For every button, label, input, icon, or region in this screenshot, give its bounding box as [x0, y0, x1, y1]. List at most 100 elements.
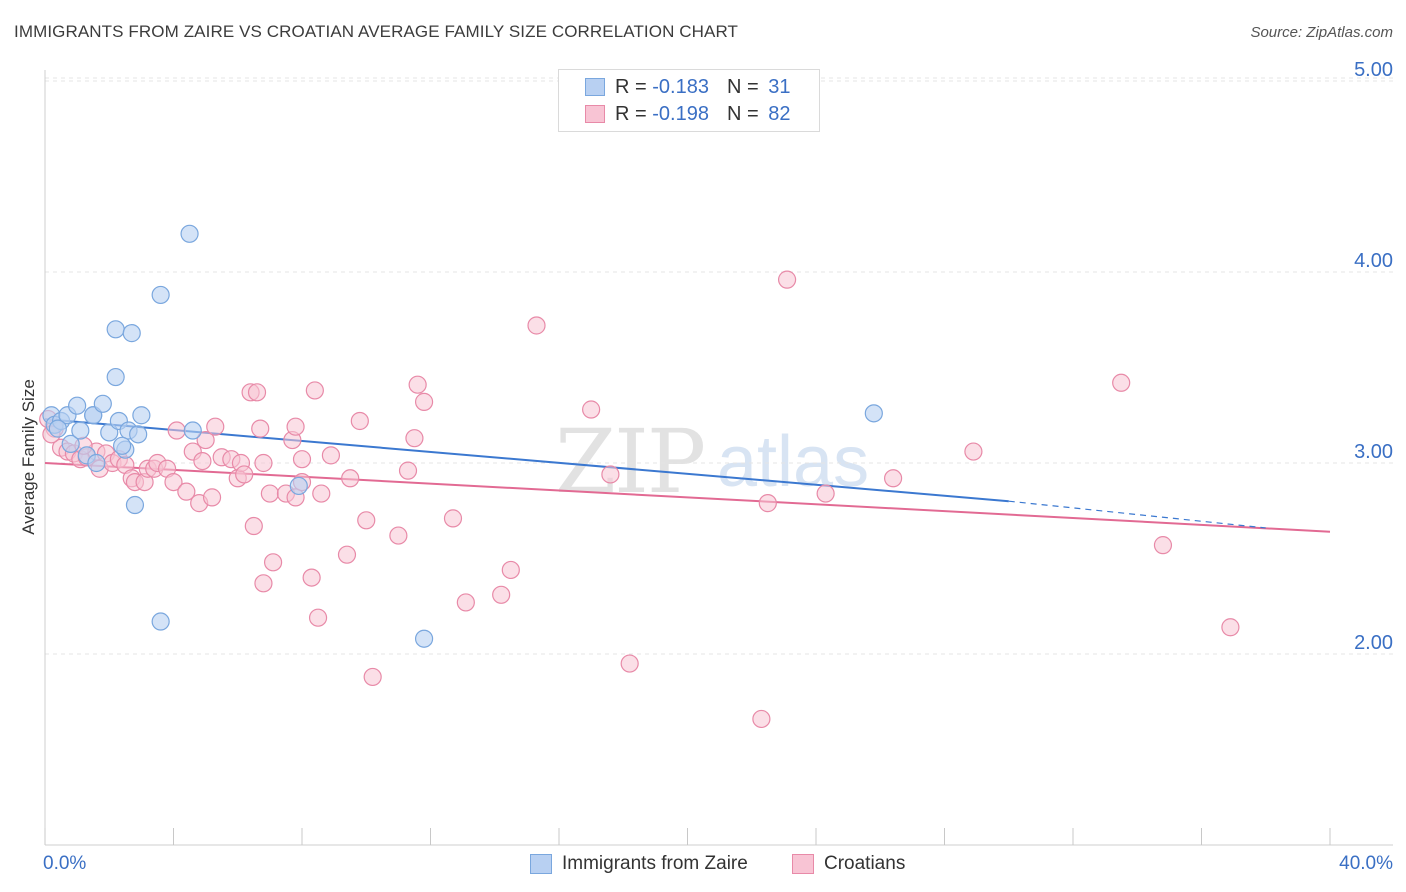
point-croatians: [286, 417, 305, 436]
point-zaire: [151, 285, 170, 305]
point-croatians: [337, 545, 357, 564]
series-legend-croatians: Croatians: [792, 850, 905, 878]
point-croatians: [206, 417, 225, 436]
point-zaire: [112, 436, 132, 455]
trend-line-croatians: [44, 462, 1331, 533]
point-zaire: [71, 421, 90, 440]
series-legend-zaire: Immigrants from Zaire: [530, 850, 748, 878]
point-croatians: [193, 451, 212, 471]
axes: [44, 70, 1393, 846]
point-croatians: [357, 511, 376, 530]
point-croatians: [601, 465, 620, 484]
point-croatians: [244, 516, 263, 536]
point-zaire: [122, 324, 141, 343]
legend-swatch-blue: [585, 78, 605, 96]
point-croatians: [414, 392, 434, 411]
point-croatians: [167, 421, 186, 440]
point-croatians: [308, 608, 328, 627]
legend-n-label: N =: [726, 102, 765, 125]
point-croatians: [964, 442, 983, 461]
point-croatians: [620, 654, 639, 673]
point-zaire: [68, 396, 87, 415]
point-zaire: [132, 406, 151, 425]
point-croatians: [1112, 373, 1131, 392]
point-croatians: [582, 400, 601, 419]
series-swatch-blue: [530, 854, 552, 874]
x-tick-label-end: 40.0%: [1339, 853, 1393, 874]
point-croatians: [260, 484, 279, 503]
point-croatians: [363, 667, 382, 687]
point-croatians: [321, 446, 341, 465]
legend-swatch-pink: [585, 105, 605, 123]
x-tick-label-start: 0.0%: [43, 853, 86, 874]
legend-row-croatians: R = -0.198 N = 82: [585, 102, 790, 126]
source-label: Source: ZipAtlas.com: [1250, 24, 1393, 41]
point-croatians: [302, 568, 321, 587]
chart-title: IMMIGRANTS FROM ZAIRE VS CROATIAN AVERAG…: [14, 22, 739, 41]
point-zaire: [106, 320, 125, 339]
point-zaire: [129, 425, 148, 444]
point-croatians: [883, 469, 903, 488]
point-zaire: [151, 612, 170, 631]
point-croatians: [408, 375, 427, 394]
series-name-zaire: Immigrants from Zaire: [562, 853, 748, 874]
point-zaire: [106, 367, 125, 387]
point-croatians: [405, 429, 424, 448]
legend-r-label: R =: [615, 102, 653, 125]
legend-n-value: 82: [768, 102, 791, 125]
point-croatians: [350, 411, 369, 431]
y-tick-label: 2.00: [1354, 632, 1393, 654]
point-zaire: [125, 495, 145, 515]
point-zaire: [87, 453, 106, 473]
point-croatians: [254, 574, 273, 593]
tick-labels: 2.00 3.00 4.00 5.00 0.0% 40.0%: [43, 59, 1393, 874]
point-zaire: [48, 419, 67, 438]
point-croatians: [235, 465, 254, 484]
point-zaire: [61, 434, 80, 453]
data-points: [39, 224, 1240, 729]
series-name-croatians: Croatians: [824, 853, 906, 874]
grid-lines: [45, 77, 1393, 655]
point-croatians: [752, 709, 771, 729]
point-croatians: [527, 316, 546, 335]
point-croatians: [251, 419, 270, 438]
point-croatians: [305, 381, 324, 400]
point-croatians: [501, 560, 520, 580]
point-croatians: [758, 494, 777, 513]
point-croatians: [341, 469, 360, 488]
point-croatians: [263, 553, 283, 572]
point-croatians: [398, 461, 418, 480]
trend-line-zaire-extension: [1008, 500, 1266, 529]
point-zaire: [180, 224, 199, 243]
y-tick-label: 3.00: [1354, 441, 1393, 463]
watermark-zip: ZIP: [555, 410, 704, 513]
point-croatians: [247, 383, 267, 402]
point-croatians: [777, 270, 797, 289]
point-croatians: [456, 593, 475, 612]
point-croatians: [816, 484, 835, 503]
legend-r-value: -0.183: [652, 75, 709, 98]
y-tick-label: 4.00: [1354, 250, 1393, 272]
legend-n-value: 31: [768, 75, 791, 98]
legend-n-label: N =: [726, 75, 765, 98]
point-croatians: [389, 526, 408, 545]
point-croatians: [164, 473, 183, 492]
point-croatians: [202, 488, 222, 507]
point-croatians: [177, 482, 196, 501]
y-axis-label: Average Family Size: [19, 379, 38, 535]
stats-legend: R = -0.183 N = 31 R = -0.198 N = 82: [558, 69, 820, 132]
point-croatians: [443, 509, 463, 528]
point-zaire: [864, 404, 883, 423]
legend-r-label: R =: [615, 75, 653, 98]
legend-row-zaire: R = -0.183 N = 31: [585, 75, 790, 99]
point-zaire: [93, 394, 112, 413]
point-zaire: [414, 629, 434, 648]
point-zaire: [289, 476, 308, 496]
point-croatians: [292, 450, 312, 469]
legend-r-value: -0.198: [652, 102, 709, 125]
point-croatians: [1221, 618, 1240, 637]
point-croatians: [1153, 536, 1173, 555]
series-swatch-pink: [792, 854, 814, 874]
point-zaire: [183, 421, 202, 440]
